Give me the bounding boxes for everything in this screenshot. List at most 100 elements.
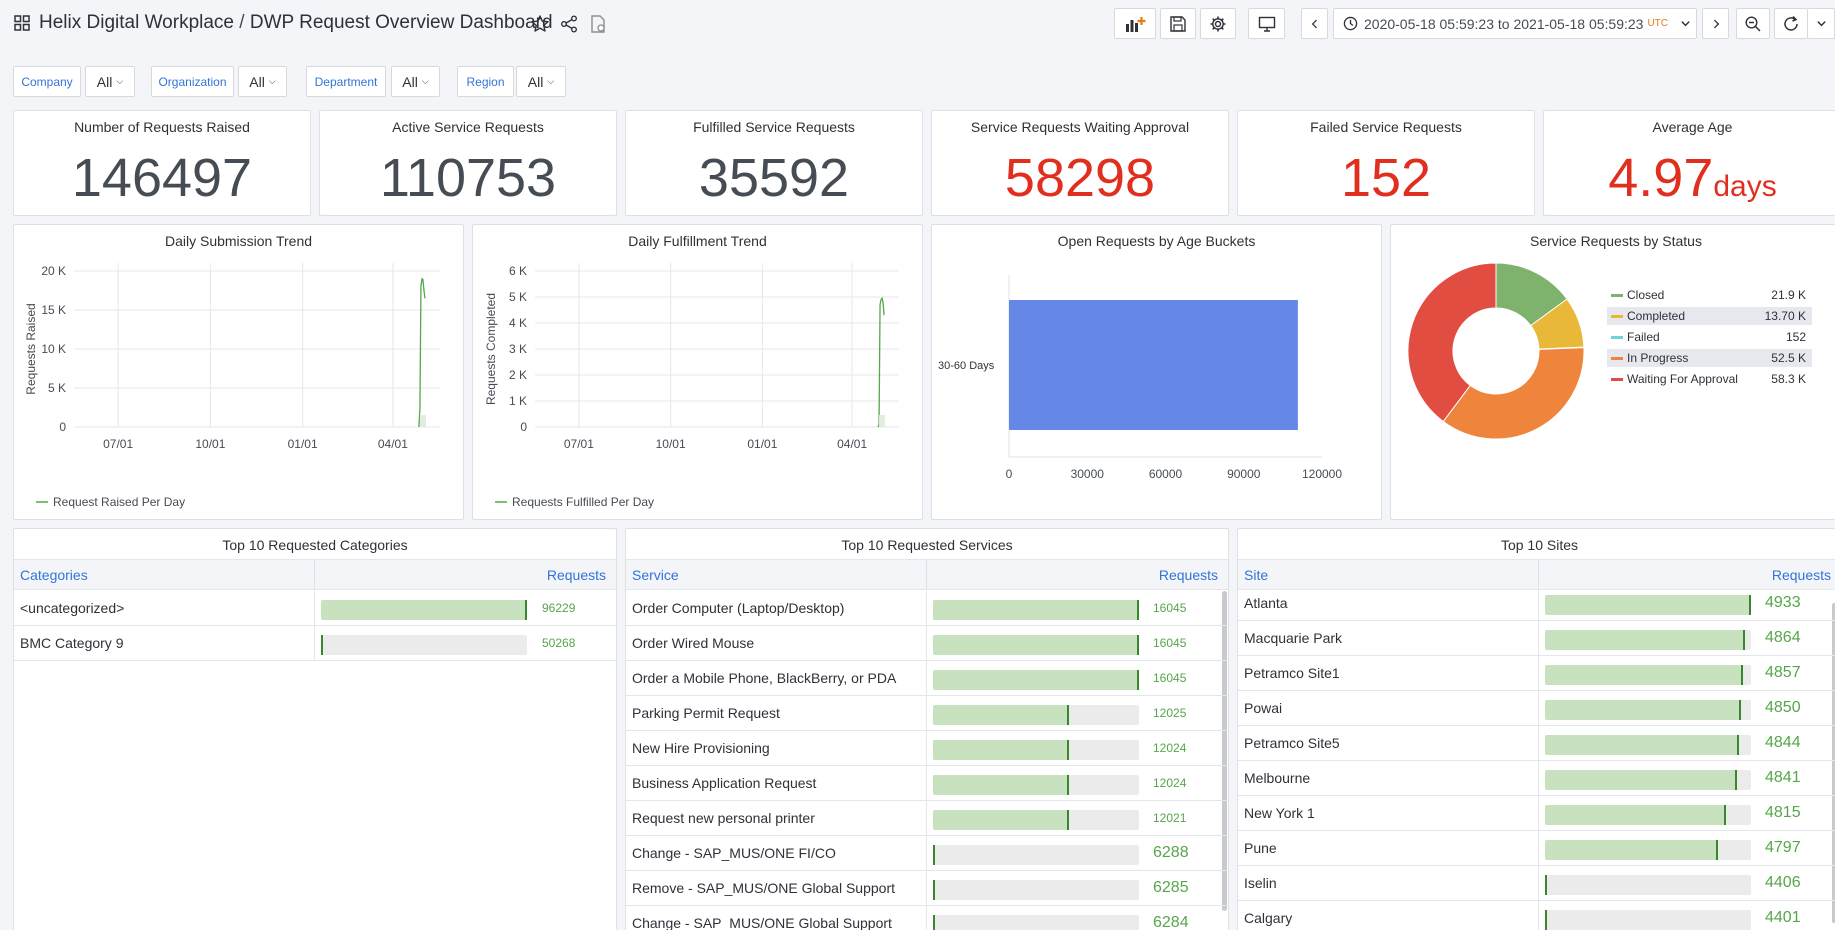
table-row[interactable]: Pune 4797 <box>1238 831 1835 866</box>
legend-item[interactable]: Closed 21.9 K <box>1607 286 1812 304</box>
table-row[interactable]: Petramco Site5 4844 <box>1238 726 1835 761</box>
refresh-interval-dropdown[interactable] <box>1808 8 1835 39</box>
column-header-requests[interactable]: Requests <box>1158 567 1218 583</box>
y-axis-label: Requests Raised <box>24 303 38 394</box>
stat-number: 58298 <box>1004 148 1156 208</box>
table-row[interactable]: Calgary 4401 <box>1238 901 1835 930</box>
panel-title: Fulfilled Service Requests <box>693 119 855 135</box>
y-tick-label: 6 K <box>509 264 527 278</box>
legend-item[interactable]: Completed 13.70 K <box>1607 307 1812 325</box>
stat-panel-failed-requests[interactable]: Failed Service Requests 152 <box>1237 110 1535 216</box>
save-dashboard-button[interactable] <box>1160 8 1196 39</box>
table-row[interactable]: Change - SAP_MUS/ONE Global Support 6284 <box>626 906 1228 930</box>
table-row[interactable]: Remove - SAP_MUS/ONE Global Support 6285 <box>626 871 1228 906</box>
time-range-picker[interactable]: 2020-05-18 05:59:23 to 2021-05-18 05:59:… <box>1333 8 1697 39</box>
row-name: Pune <box>1244 840 1277 856</box>
y-tick-label: 0 <box>520 420 527 434</box>
table-row[interactable]: Parking Permit Request 12025 <box>626 696 1228 731</box>
stat-unit: days <box>1713 170 1777 203</box>
zoom-out-button[interactable] <box>1736 8 1770 39</box>
pie-slice[interactable] <box>1407 262 1497 423</box>
monitor-icon <box>1258 16 1275 32</box>
table-row[interactable]: Order a Mobile Phone, BlackBerry, or PDA… <box>626 661 1228 696</box>
legend-value: 152 <box>1785 330 1806 344</box>
table-row[interactable]: <uncategorized> 96229 <box>14 591 616 626</box>
cycle-view-mode-button[interactable] <box>1248 8 1285 39</box>
star-icon[interactable] <box>530 14 550 34</box>
column-divider <box>1538 560 1539 589</box>
legend-label[interactable]: Request Raised Per Day <box>53 495 185 509</box>
table-row[interactable]: Iselin 4406 <box>1238 866 1835 901</box>
legend-label: Waiting For Approval <box>1627 372 1738 386</box>
legend-value: 52.5 K <box>1771 351 1806 365</box>
column-divider <box>1538 796 1539 830</box>
column-divider <box>1538 621 1539 655</box>
chevron-right-icon <box>1713 19 1719 28</box>
time-shift-back-button[interactable] <box>1301 8 1328 39</box>
table-scrollbar[interactable] <box>1832 603 1835 923</box>
stat-panel-average-age[interactable]: Average Age 4.97days <box>1543 110 1835 216</box>
table-row[interactable]: New York 1 4815 <box>1238 796 1835 831</box>
pie-slice[interactable] <box>1442 347 1585 440</box>
panel-top-requested-categories[interactable]: Top 10 Requested Categories Categories R… <box>13 528 617 930</box>
panel-daily-submission-trend[interactable]: Daily Submission Trend 07/01 10/01 01/01 04… <box>13 224 464 520</box>
variable-select-company[interactable]: All ⌵ <box>85 66 135 97</box>
column-header-requests[interactable]: Requests <box>546 567 606 583</box>
column-divider <box>926 766 927 800</box>
column-header-name[interactable]: Categories <box>20 567 88 583</box>
table-row[interactable]: Macquarie Park 4864 <box>1238 621 1835 656</box>
column-header-name[interactable]: Service <box>632 567 679 583</box>
bar[interactable] <box>1009 300 1298 430</box>
dashboard-settings-button[interactable] <box>1200 8 1236 39</box>
stat-panel-fulfilled-requests[interactable]: Fulfilled Service Requests 35592 <box>625 110 923 216</box>
legend-swatch <box>1611 294 1623 297</box>
stat-panel-requests-raised[interactable]: Number of Requests Raised 146497 <box>13 110 311 216</box>
time-shift-forward-button[interactable] <box>1702 8 1729 39</box>
panel-top-sites[interactable]: Top 10 Sites Site Requests Atlanta 4933 Ma… <box>1237 528 1835 930</box>
table-row[interactable]: Change - SAP_MUS/ONE FI/CO 6288 <box>626 836 1228 871</box>
table-row[interactable]: New Hire Provisioning 12024 <box>626 731 1228 766</box>
gauge-value: 4401 <box>1765 909 1801 926</box>
refresh-button[interactable] <box>1774 8 1808 39</box>
panel-open-requests-age-buckets[interactable]: Open Requests by Age Buckets 0 30000 60000… <box>931 224 1382 520</box>
legend-item[interactable]: In Progress 52.5 K <box>1607 349 1812 367</box>
save-as-copy-icon[interactable] <box>588 14 608 34</box>
stat-panel-active-requests[interactable]: Active Service Requests 110753 <box>319 110 617 216</box>
series-line[interactable] <box>418 277 426 428</box>
legend-item[interactable]: Waiting For Approval 58.3 K <box>1607 370 1812 388</box>
table-row[interactable]: Petramco Site1 4857 <box>1238 656 1835 691</box>
series-line[interactable] <box>877 296 885 428</box>
column-header-requests[interactable]: Requests <box>1771 567 1831 583</box>
panel-daily-fulfillment-trend[interactable]: Daily Fulfillment Trend 07/01 10/01 01/01 0… <box>472 224 923 520</box>
table-row[interactable]: Request new personal printer 12021 <box>626 801 1228 836</box>
variable-select-organization[interactable]: All ⌵ <box>238 66 287 97</box>
gauge-fill <box>1545 805 1727 825</box>
stat-value: 35592 <box>626 147 922 209</box>
variable-select-department[interactable]: All ⌵ <box>391 66 440 97</box>
column-header-name[interactable]: Site <box>1244 567 1269 583</box>
stat-panel-waiting-approval[interactable]: Service Requests Waiting Approval 58298 <box>931 110 1229 216</box>
table-row[interactable]: Melbourne 4841 <box>1238 761 1835 796</box>
legend-item[interactable]: Failed 152 <box>1607 328 1812 346</box>
table-row[interactable]: Order Computer (Laptop/Desktop) 16045 <box>626 591 1228 626</box>
gauge-marker <box>321 635 324 655</box>
add-panel-button[interactable] <box>1114 8 1156 39</box>
variable-select-region[interactable]: All ⌵ <box>516 66 566 97</box>
table-row[interactable]: Order Wired Mouse 16045 <box>626 626 1228 661</box>
table-row[interactable]: Business Application Request 12024 <box>626 766 1228 801</box>
gauge-value: 12025 <box>1153 706 1187 720</box>
table-row[interactable]: Powai 4850 <box>1238 691 1835 726</box>
table-row[interactable]: BMC Category 9 50268 <box>14 626 616 661</box>
dashboard-grid-icon[interactable] <box>14 15 30 31</box>
gauge-value: 12024 <box>1153 776 1187 790</box>
top-navbar: Helix Digital Workplace / DWP Request Ov… <box>0 0 1835 48</box>
breadcrumb-folder-link[interactable]: Helix Digital Workplace <box>39 12 234 33</box>
share-icon[interactable] <box>559 14 579 34</box>
dashboard-title[interactable]: DWP Request Overview Dashboard <box>249 12 553 33</box>
table-scrollbar[interactable] <box>1222 591 1227 911</box>
gauge-value: 16045 <box>1153 671 1187 685</box>
legend-label[interactable]: Requests Fulfilled Per Day <box>512 495 654 509</box>
panel-top-requested-services[interactable]: Top 10 Requested Services Service Reques… <box>625 528 1229 930</box>
table-row[interactable]: Atlanta 4933 <box>1238 586 1835 621</box>
panel-requests-by-status[interactable]: Service Requests by Status <box>1390 224 1835 520</box>
